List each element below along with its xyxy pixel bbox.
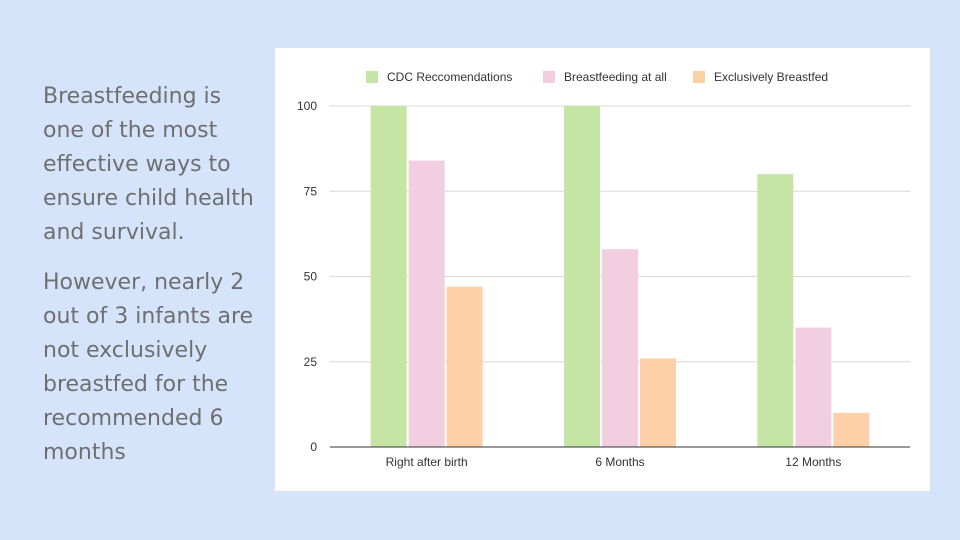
bar-cdc-reccomendations-2 [757,174,794,447]
legend-swatch [366,71,378,83]
bar-chart: CDC Reccomendations Breastfeeding at all E… [297,70,910,469]
y-tick-label: 100 [297,99,317,113]
bar-exclusively-breastfed-0 [446,286,483,447]
slide-text: Breastfeeding is one of the most effecti… [43,80,268,486]
legend-label: Breastfeeding at all [564,70,667,84]
bar-cdc-reccomendations-0 [370,106,407,447]
y-axis-ticks: 0 25 50 75 100 [297,99,317,454]
y-tick-label: 0 [310,440,317,454]
bar-breastfeeding-at-all-1 [602,249,638,447]
chart-legend: CDC Reccomendations Breastfeeding at all E… [366,70,828,84]
bar-exclusively-breastfed-2 [833,412,870,447]
x-tick-label: Right after birth [386,455,468,469]
x-tick-label: 6 Months [595,455,644,469]
y-tick-label: 25 [304,355,318,369]
chart-panel: CDC Reccomendations Breastfeeding at all E… [275,48,930,491]
x-axis-ticks: Right after birth 6 Months 12 Months [386,455,842,469]
bar-breastfeeding-at-all-2 [795,327,832,447]
paragraph-intro: Breastfeeding is one of the most effecti… [43,84,254,245]
bar-breastfeeding-at-all-0 [408,160,445,447]
legend-swatch [693,71,705,83]
x-tick-label: 12 Months [785,455,841,469]
y-tick-label: 75 [304,184,318,198]
bar-cdc-reccomendations-1 [564,106,600,447]
legend-swatch [543,71,555,83]
y-tick-label: 50 [304,270,318,284]
bar-exclusively-breastfed-1 [640,358,676,447]
legend-label: CDC Reccomendations [387,70,512,84]
legend-label: Exclusively Breastfed [714,70,828,84]
chart-bars [370,106,870,447]
paragraph-statistic: However, nearly 2 out of 3 infants are n… [43,270,254,465]
